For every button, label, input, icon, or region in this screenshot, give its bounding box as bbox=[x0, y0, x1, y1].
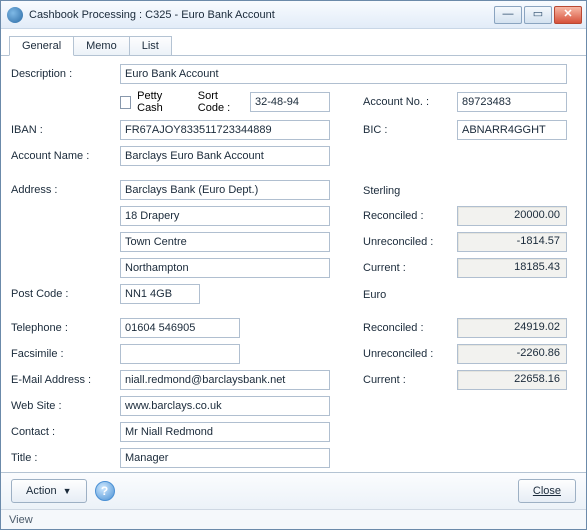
label-telephone: Telephone : bbox=[11, 322, 116, 334]
tab-general[interactable]: General bbox=[9, 36, 74, 56]
label-euro-reconciled: Reconciled : bbox=[363, 322, 453, 334]
label-sterling-reconciled: Reconciled : bbox=[363, 210, 453, 222]
telephone-input[interactable] bbox=[120, 318, 240, 338]
window-title: Cashbook Processing : C325 - Euro Bank A… bbox=[29, 9, 488, 21]
status-bar: View bbox=[1, 509, 586, 529]
value-euro-current: 22658.16 bbox=[457, 370, 567, 390]
window-frame: Cashbook Processing : C325 - Euro Bank A… bbox=[0, 0, 587, 530]
facsimile-input[interactable] bbox=[120, 344, 240, 364]
title-input[interactable] bbox=[120, 448, 330, 468]
account-no-input[interactable] bbox=[457, 92, 567, 112]
close-icon: ✕ bbox=[563, 9, 572, 20]
petty-cash-checkbox[interactable] bbox=[120, 96, 131, 109]
label-title: Title : bbox=[11, 452, 116, 464]
iban-input[interactable] bbox=[120, 120, 330, 140]
value-sterling-unreconciled: -1814.57 bbox=[457, 232, 567, 252]
tab-panel-general: Description : Petty Cash Sort Code : Acc… bbox=[1, 56, 586, 472]
chevron-down-icon: ▼ bbox=[63, 486, 72, 496]
tab-memo-label: Memo bbox=[86, 40, 117, 52]
minimize-button[interactable]: — bbox=[494, 6, 522, 24]
value-sterling-current: 18185.43 bbox=[457, 258, 567, 278]
label-description: Description : bbox=[11, 68, 116, 80]
action-button-label: Action bbox=[26, 485, 57, 497]
help-icon[interactable]: ? bbox=[95, 481, 115, 501]
close-button-label: Close bbox=[533, 485, 561, 497]
address4-input[interactable] bbox=[120, 258, 330, 278]
tabstrip: General Memo List bbox=[1, 29, 586, 56]
description-input[interactable] bbox=[120, 64, 567, 84]
label-post-code: Post Code : bbox=[11, 288, 116, 300]
close-window-button[interactable]: ✕ bbox=[554, 6, 582, 24]
website-input[interactable] bbox=[120, 396, 330, 416]
minimize-icon: — bbox=[503, 9, 514, 20]
button-bar: Action ▼ ? Close bbox=[1, 472, 586, 509]
label-sterling-unreconciled: Unreconciled : bbox=[363, 236, 453, 248]
heading-sterling: Sterling bbox=[363, 183, 567, 197]
maximize-button[interactable]: ▭ bbox=[524, 6, 552, 24]
label-account-name: Account Name : bbox=[11, 150, 116, 162]
tab-memo[interactable]: Memo bbox=[73, 36, 130, 56]
address3-input[interactable] bbox=[120, 232, 330, 252]
value-euro-unreconciled: -2260.86 bbox=[457, 344, 567, 364]
address2-input[interactable] bbox=[120, 206, 330, 226]
tab-general-label: General bbox=[22, 40, 61, 52]
action-button[interactable]: Action ▼ bbox=[11, 479, 87, 503]
label-euro-current: Current : bbox=[363, 374, 453, 386]
tab-list[interactable]: List bbox=[129, 36, 172, 56]
label-address: Address : bbox=[11, 184, 116, 196]
label-account-no: Account No. : bbox=[363, 96, 453, 108]
close-button[interactable]: Close bbox=[518, 479, 576, 503]
sort-code-input[interactable] bbox=[250, 92, 330, 112]
label-facsimile: Facsimile : bbox=[11, 348, 116, 360]
label-contact: Contact : bbox=[11, 426, 116, 438]
bic-input[interactable] bbox=[457, 120, 567, 140]
value-euro-reconciled: 24919.02 bbox=[457, 318, 567, 338]
label-sort-code: Sort Code : bbox=[198, 90, 244, 114]
tab-list-label: List bbox=[142, 40, 159, 52]
heading-euro: Euro bbox=[363, 287, 567, 301]
label-website: Web Site : bbox=[11, 400, 116, 412]
account-name-input[interactable] bbox=[120, 146, 330, 166]
email-input[interactable] bbox=[120, 370, 330, 390]
app-icon bbox=[7, 7, 23, 23]
post-code-input[interactable] bbox=[120, 284, 200, 304]
label-sterling-current: Current : bbox=[363, 262, 453, 274]
label-email: E-Mail Address : bbox=[11, 374, 116, 386]
titlebar[interactable]: Cashbook Processing : C325 - Euro Bank A… bbox=[1, 1, 586, 29]
label-bic: BIC : bbox=[363, 124, 453, 136]
label-euro-unreconciled: Unreconciled : bbox=[363, 348, 453, 360]
label-iban: IBAN : bbox=[11, 124, 116, 136]
label-petty-cash: Petty Cash bbox=[137, 90, 182, 114]
value-sterling-reconciled: 20000.00 bbox=[457, 206, 567, 226]
contact-input[interactable] bbox=[120, 422, 330, 442]
address1-input[interactable] bbox=[120, 180, 330, 200]
maximize-icon: ▭ bbox=[533, 9, 543, 20]
status-text: View bbox=[9, 514, 33, 526]
